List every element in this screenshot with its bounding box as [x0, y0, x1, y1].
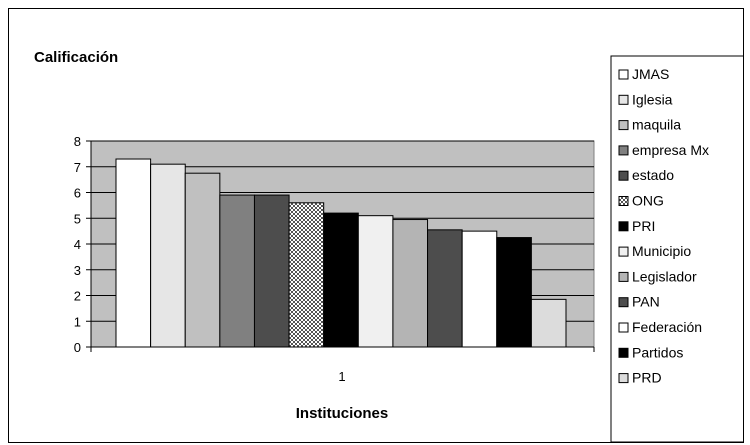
bar-ong	[288, 202, 325, 348]
legend-swatch	[618, 322, 629, 333]
legend-swatch	[618, 221, 629, 232]
legend-label: PAN	[632, 294, 660, 310]
legend-label: PRI	[632, 218, 655, 234]
bar-pri	[323, 212, 359, 348]
y-tick-label: 8	[74, 134, 81, 149]
bar-empresa-mx	[219, 194, 255, 348]
y-tick-label: 1	[74, 314, 81, 329]
legend-label: ONG	[632, 193, 664, 209]
x-axis-label: Instituciones	[296, 405, 389, 422]
bar-prd	[530, 298, 567, 348]
legend-swatch	[618, 120, 629, 131]
bar-chart: Calificación 0 1 2 3 4 5 6 7 8 1 Instituciones J…	[34, 49, 743, 442]
plot-area: 0 1 2 3 4 5 6 7 8	[74, 134, 595, 355]
legend-label: Legislador	[632, 268, 697, 284]
legend-label: PRD	[632, 370, 662, 386]
legend-label: empresa Mx	[632, 142, 709, 158]
y-tick-label: 2	[74, 289, 81, 304]
y-tick-label: 0	[74, 340, 81, 355]
y-tick-label: 3	[74, 263, 81, 278]
legend-swatch	[618, 373, 629, 384]
legend-swatch	[618, 145, 629, 156]
legend-box	[610, 55, 743, 442]
bar-federación	[461, 230, 498, 348]
x-tick-label: 1	[338, 369, 345, 384]
legend-label: Federación	[632, 319, 702, 335]
legend-swatch	[618, 94, 629, 105]
y-tick-label: 6	[74, 186, 81, 201]
legend-swatch	[618, 347, 629, 358]
bar-legislador	[392, 219, 429, 348]
legend-swatch	[618, 196, 629, 206]
bar-jmas	[115, 158, 152, 348]
legend-swatch	[618, 297, 629, 308]
legend-label: JMAS	[632, 66, 669, 82]
legend-swatch	[618, 69, 629, 80]
chart-frame: Calificación 0 1 2 3 4 5 6 7 8 1 Instituciones J…	[8, 8, 744, 443]
bar-partidos	[496, 237, 532, 348]
legend: JMAS Iglesia maquila empresa Mx estado ONG PRI…	[610, 55, 743, 442]
legend-swatch	[618, 271, 629, 282]
chart-title: Calificación	[34, 49, 118, 66]
legend-label: estado	[632, 167, 674, 183]
bar-iglesia	[150, 163, 186, 348]
legend-label: maquila	[632, 117, 681, 133]
y-tick-label: 7	[74, 160, 81, 175]
legend-swatch	[618, 170, 629, 181]
bar-municipio	[357, 215, 394, 348]
legend-label: Municipio	[632, 243, 691, 259]
legend-swatch	[618, 246, 629, 257]
bar-pan	[427, 229, 463, 348]
y-tick-label: 5	[74, 211, 81, 226]
y-tick-label: 4	[74, 237, 81, 252]
bar-maquila	[184, 172, 221, 348]
legend-label: Iglesia	[632, 91, 673, 107]
legend-label: Partidos	[632, 344, 683, 360]
bar-estado	[253, 194, 290, 348]
